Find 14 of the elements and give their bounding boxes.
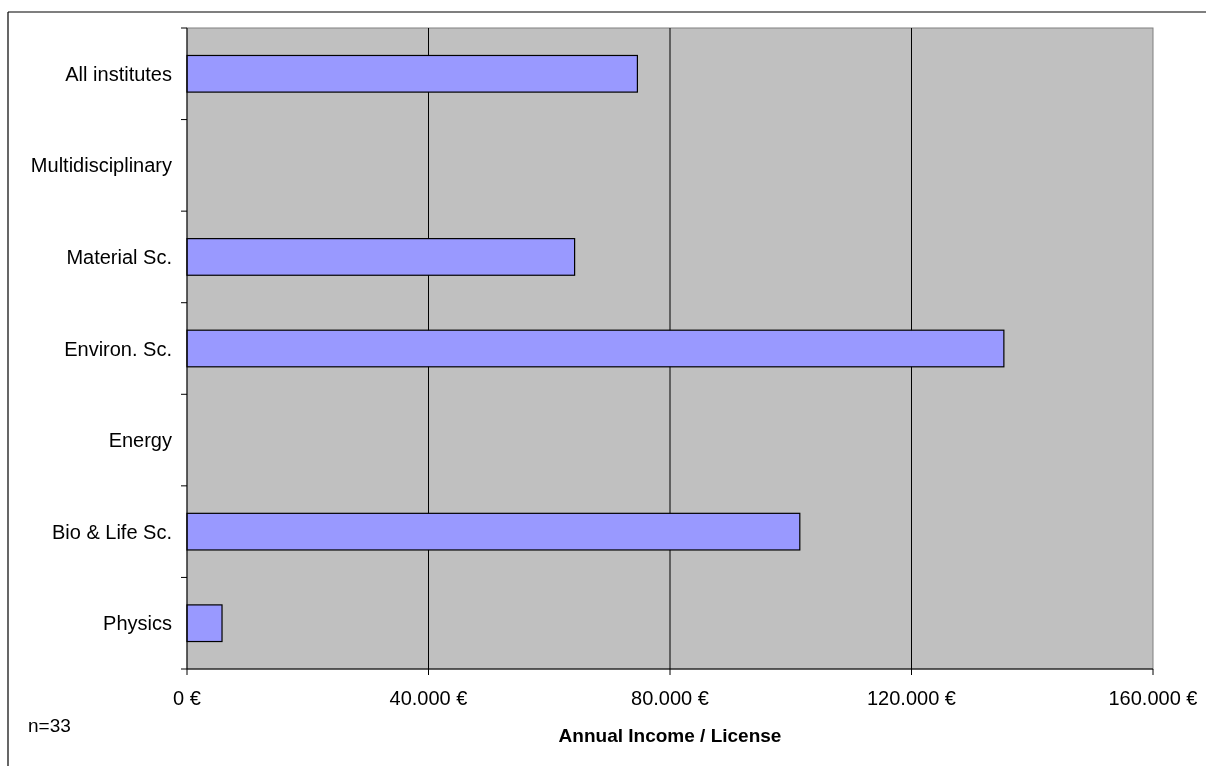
x-tick-label: 80.000 € — [631, 687, 709, 709]
y-tick-label: Bio & Life Sc. — [51, 520, 172, 543]
x-tick-label: 40.000 € — [389, 687, 468, 709]
y-tick-label: Energy — [108, 429, 172, 452]
y-tick-label: All institutes — [65, 62, 172, 85]
text: n=33 — [28, 715, 71, 736]
x-tick-label: 160.000 € — [1108, 687, 1198, 709]
x-tick-label: 120.000 € — [867, 687, 956, 709]
y-tick-label: Environ. Sc. — [64, 337, 172, 360]
y-tick-label: Material Sc. — [66, 245, 172, 268]
x-tick-label: 0 € — [173, 687, 201, 709]
y-tick-label: Multidisciplinary — [30, 154, 172, 177]
y-tick-label: Physics — [103, 612, 172, 635]
x-axis-title: Annual Income / License — [558, 725, 782, 746]
